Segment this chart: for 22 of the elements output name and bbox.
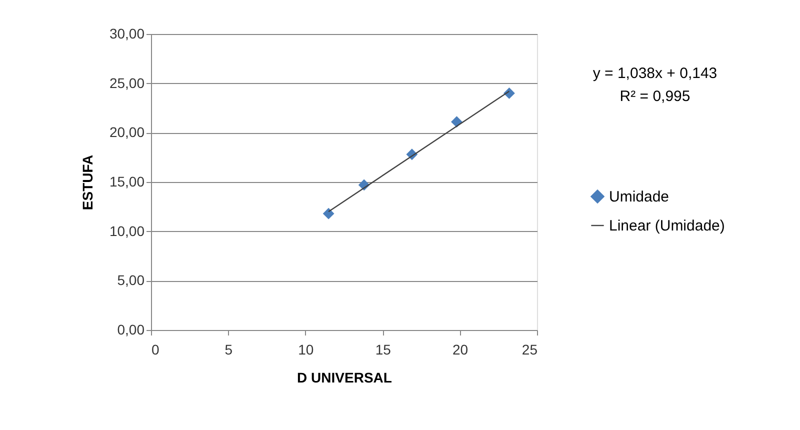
x-tick-label: 25 [522,342,538,358]
y-tick-label: 0,00 [117,322,145,338]
x-axis-title: D UNIVERSAL [297,370,392,386]
y-tick-label: 15,00 [109,174,145,190]
y-tick-label: 10,00 [109,222,145,239]
point [322,208,334,220]
text: y = 1,038x + 0,143 [592,65,718,82]
x-tick-label: 20 [452,342,468,358]
x-tick-label: 15 [375,342,392,358]
y-tick-label: 20,00 [109,124,145,140]
y-tick-label: 30,00 [109,26,145,42]
y-tick-label: 5,00 [117,272,145,288]
y-tick-label: 25,00 [109,74,145,91]
point [451,116,462,128]
x-tick-label: 5 [224,342,233,358]
legend-label: Linear (Umidade) [609,218,725,234]
x-tick-label: 10 [298,342,314,358]
y-axis-title: ESTUFA [79,154,96,210]
legend-label: Umidade [609,188,670,206]
text: R² = 0,995 [620,88,690,105]
x-tick-label: 0 [152,342,160,358]
point [504,88,515,99]
